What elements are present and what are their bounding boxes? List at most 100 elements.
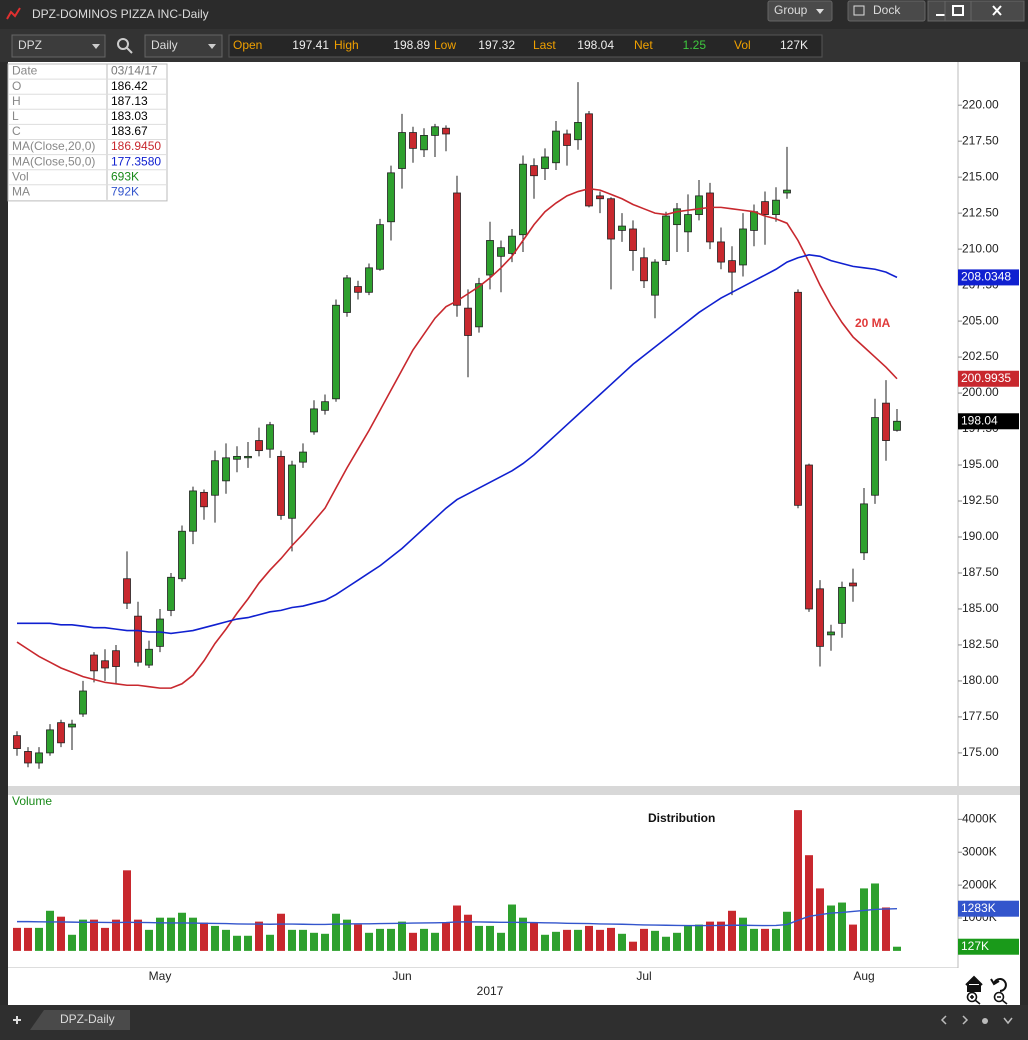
- app-icon: [6, 7, 21, 20]
- candle-body: [530, 165, 538, 177]
- volume-bar: [860, 888, 868, 951]
- volume-bar: [431, 932, 439, 951]
- volume-bar: [585, 925, 593, 951]
- quote-label: Last: [533, 38, 556, 52]
- volume-bar: [519, 917, 527, 951]
- dock-button[interactable]: [847, 0, 926, 22]
- volume-bar: [123, 870, 131, 951]
- volume-bar: [497, 932, 505, 951]
- candle-body: [739, 228, 747, 266]
- quote-value: 198.89: [393, 38, 430, 52]
- candle-body: [464, 307, 472, 336]
- volume-bar: [343, 919, 351, 951]
- tab-menu[interactable]: [982, 1018, 988, 1024]
- info-value: 183.03: [111, 109, 148, 123]
- candle-body: [211, 460, 219, 496]
- interval-box[interactable]: [144, 34, 223, 58]
- last-value-label: 200.9935: [961, 371, 1011, 385]
- y-tick-label: 200.00: [962, 385, 999, 399]
- candle-body: [574, 122, 582, 141]
- volume-bar: [552, 931, 560, 951]
- candle-body: [255, 440, 263, 452]
- candle-body: [299, 451, 307, 463]
- volume-bar: [640, 928, 648, 951]
- volume-bar: [200, 922, 208, 951]
- volume-bar: [464, 914, 472, 951]
- window-title: DPZ-DOMINOS PIZZA INC-Daily: [32, 7, 209, 21]
- symbol: DPZ: [18, 38, 42, 52]
- candle-body: [24, 751, 32, 764]
- candle-body: [717, 241, 725, 263]
- info-label: Date: [12, 64, 38, 78]
- volume-bar: [178, 912, 186, 951]
- quote-value: 127K: [780, 38, 808, 52]
- symbol-box[interactable]: [11, 34, 106, 58]
- interval-arrow: [208, 44, 216, 49]
- info-value: 187.13: [111, 94, 148, 108]
- tab-scroll[interactable]: [940, 1015, 969, 1025]
- volume-bar: [24, 927, 32, 951]
- volume-bar: [453, 905, 461, 951]
- y-tick-label: 4000K: [962, 812, 997, 826]
- search-icon[interactable]: [117, 38, 129, 50]
- candle-body: [354, 286, 362, 293]
- volume-bar: [255, 921, 263, 951]
- add-tab-icon[interactable]: [13, 1016, 21, 1024]
- y-tick-label: 182.50: [962, 637, 999, 651]
- volume-bar: [288, 929, 296, 951]
- y-tick-label: 210.00: [962, 241, 999, 255]
- y-tick-label: 215.00: [962, 169, 999, 183]
- maximize-button[interactable]: [944, 0, 972, 22]
- plot: 175.00 177.50 180.00 182.50 185.00 187.50 190.…: [13, 82, 1019, 998]
- info-label: O: [12, 79, 21, 93]
- candle-body: [453, 192, 461, 306]
- candle-body: [849, 582, 857, 587]
- moving-average-line: [17, 254, 898, 635]
- quote-label: Vol: [734, 38, 751, 52]
- candle-body: [420, 135, 428, 151]
- x-tick-label: Jun: [392, 969, 411, 983]
- volume-bar: [310, 932, 318, 951]
- volume-bar: [596, 929, 604, 951]
- home-icon[interactable]: [965, 975, 983, 992]
- tab-arrow[interactable]: [1003, 1017, 1013, 1025]
- candle-body: [497, 247, 505, 257]
- info-value: 186.9450: [111, 139, 161, 153]
- zoom-out-icon[interactable]: [993, 991, 1005, 1003]
- quote-value: 198.04: [577, 38, 614, 52]
- volume-bar: [750, 928, 758, 951]
- volume-bar: [684, 925, 692, 951]
- candle-body: [321, 401, 329, 411]
- volume-bar: [244, 935, 252, 951]
- volume-bar: [101, 927, 109, 951]
- last-value-label: 127K: [961, 939, 989, 953]
- volume-bar: [816, 888, 824, 951]
- y-tick-label: 2000K: [962, 877, 997, 891]
- volume-bar: [189, 917, 197, 951]
- zoom-in-icon[interactable]: [966, 991, 978, 1003]
- volume-bar: [46, 910, 54, 951]
- quote: Open 197.41 High 198.89 Low 197.32 Last 198.04 N…: [233, 38, 808, 52]
- tab[interactable]: [30, 1010, 130, 1030]
- y-tick-label: 3000K: [962, 844, 997, 858]
- x-tick-label: Jul: [636, 969, 651, 983]
- candle-body: [684, 214, 692, 233]
- y-tick-label: 195.00: [962, 457, 999, 471]
- volume-bar: [134, 919, 142, 951]
- candle-body: [310, 408, 318, 433]
- volume-bar: [838, 902, 846, 951]
- moving-average-line: [16, 187, 898, 689]
- candle-body: [409, 132, 417, 149]
- group-button[interactable]: [767, 0, 833, 22]
- group-button-label: Group: [774, 3, 808, 17]
- volume-bar: [717, 921, 725, 951]
- volume-bar: [574, 929, 582, 951]
- volume-bar: [68, 934, 76, 951]
- candle-body: [893, 420, 901, 431]
- undo-icon[interactable]: [990, 978, 1007, 992]
- dropdown-arrow: [816, 9, 824, 14]
- candle-body: [90, 654, 98, 672]
- y-tick-label: 202.50: [962, 349, 999, 363]
- candle-body: [365, 267, 373, 293]
